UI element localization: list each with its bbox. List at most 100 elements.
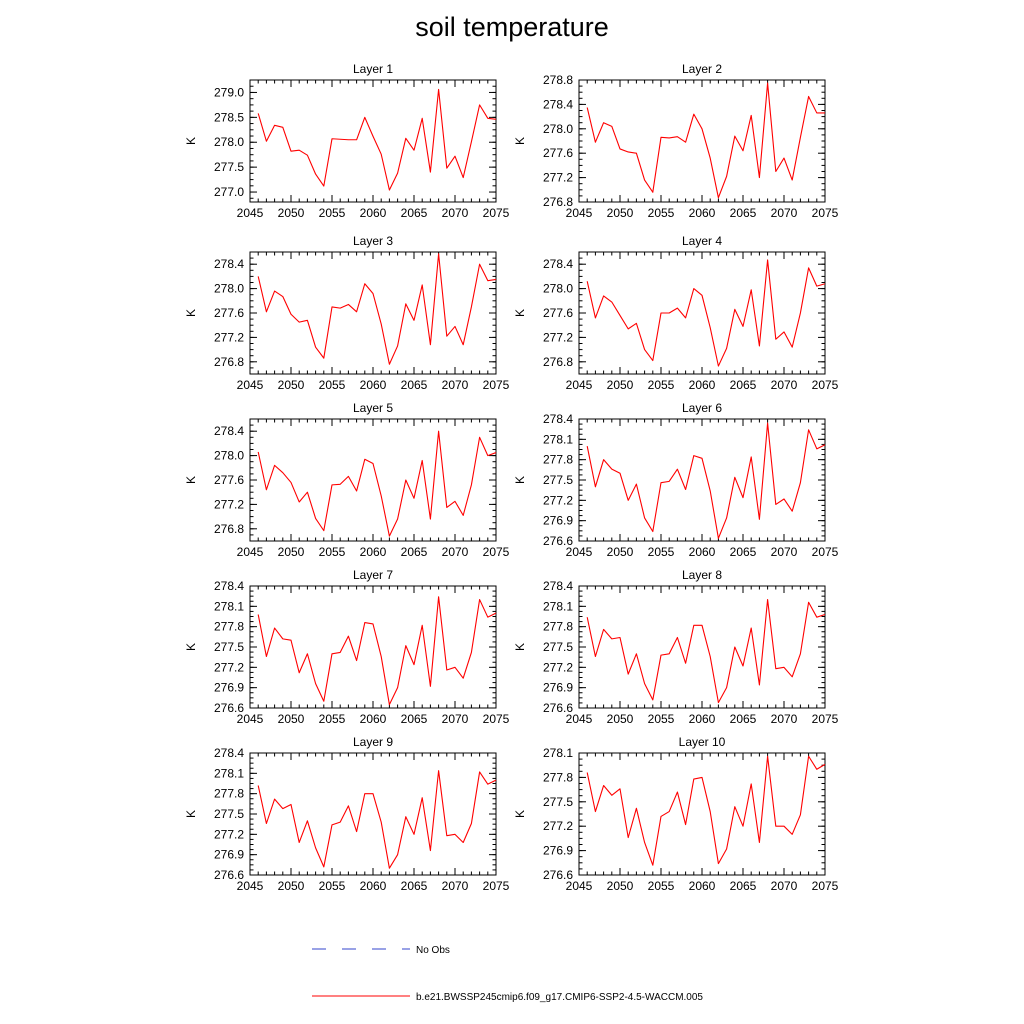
x-tick-label: 2045 — [566, 206, 593, 220]
x-tick-label: 2055 — [648, 712, 675, 726]
y-tick-label: 277.2 — [543, 171, 573, 185]
y-tick-label: 278.4 — [214, 746, 244, 760]
y-tick-label: 278.0 — [543, 122, 573, 136]
y-tick-label: 277.2 — [543, 493, 573, 507]
y-tick-label: 276.9 — [543, 844, 573, 858]
x-tick-label: 2065 — [730, 378, 757, 392]
x-tick-label: 2050 — [607, 545, 634, 559]
x-tick-label: 2055 — [648, 879, 675, 893]
y-tick-label: 278.8 — [543, 73, 573, 87]
panel-title: Layer 1 — [353, 62, 393, 76]
x-tick-label: 2045 — [566, 378, 593, 392]
x-tick-label: 2060 — [360, 545, 387, 559]
y-tick-label: 277.8 — [214, 620, 244, 634]
x-tick-label: 2070 — [442, 879, 469, 893]
x-tick-label: 2075 — [812, 206, 839, 220]
x-tick-label: 2065 — [401, 879, 428, 893]
x-tick-label: 2065 — [401, 206, 428, 220]
x-tick-label: 2060 — [360, 378, 387, 392]
y-axis-label: K — [184, 476, 198, 484]
y-tick-label: 278.0 — [214, 135, 244, 149]
x-tick-label: 2070 — [771, 206, 798, 220]
y-axis-label: K — [184, 643, 198, 651]
y-tick-label: 276.6 — [543, 534, 573, 548]
x-tick-label: 2070 — [771, 545, 798, 559]
x-tick-label: 2050 — [278, 545, 305, 559]
x-tick-label: 2065 — [730, 206, 757, 220]
x-tick-label: 2070 — [442, 712, 469, 726]
x-tick-label: 2065 — [730, 545, 757, 559]
x-tick-label: 2050 — [278, 206, 305, 220]
y-tick-label: 277.5 — [214, 640, 244, 654]
y-tick-label: 277.6 — [214, 473, 244, 487]
x-tick-label: 2070 — [442, 206, 469, 220]
x-tick-label: 2075 — [483, 545, 510, 559]
y-tick-label: 278.4 — [214, 424, 244, 438]
x-tick-label: 2055 — [648, 545, 675, 559]
y-tick-label: 277.6 — [543, 306, 573, 320]
y-tick-label: 276.6 — [214, 701, 244, 715]
x-tick-label: 2075 — [483, 879, 510, 893]
y-tick-label: 276.6 — [214, 868, 244, 882]
y-tick-label: 276.9 — [214, 848, 244, 862]
y-tick-label: 278.4 — [543, 97, 573, 111]
y-tick-label: 277.0 — [214, 185, 244, 199]
x-tick-label: 2045 — [566, 879, 593, 893]
x-tick-label: 2045 — [237, 879, 264, 893]
x-tick-label: 2055 — [648, 378, 675, 392]
panel-title: Layer 9 — [353, 735, 393, 749]
x-tick-label: 2060 — [689, 206, 716, 220]
x-tick-label: 2050 — [278, 378, 305, 392]
y-tick-label: 279.0 — [214, 85, 244, 99]
x-tick-label: 2065 — [730, 879, 757, 893]
x-tick-label: 2055 — [319, 712, 346, 726]
y-tick-label: 278.1 — [543, 746, 573, 760]
y-tick-label: 277.8 — [543, 620, 573, 634]
chart-panel: Layer 5 2045 2050 2055 2060 2065 2070 2075 276.8… — [184, 401, 510, 559]
x-tick-label: 2070 — [442, 545, 469, 559]
x-tick-label: 2050 — [607, 712, 634, 726]
y-tick-label: 278.0 — [543, 282, 573, 296]
y-tick-label: 277.2 — [214, 330, 244, 344]
series-line — [586, 755, 826, 866]
y-axis-label: K — [513, 476, 527, 484]
x-tick-label: 2060 — [360, 879, 387, 893]
y-tick-label: 277.6 — [214, 306, 244, 320]
y-axis-label: K — [184, 309, 198, 317]
y-tick-label: 277.2 — [543, 660, 573, 674]
x-tick-label: 2070 — [771, 712, 798, 726]
y-axis-label: K — [513, 643, 527, 651]
chart-panel: Layer 2 2045 2050 2055 2060 2065 2070 2075 276.8… — [513, 62, 839, 220]
x-tick-label: 2045 — [566, 545, 593, 559]
y-tick-label: 277.5 — [543, 640, 573, 654]
y-tick-label: 278.4 — [214, 579, 244, 593]
y-tick-label: 276.9 — [543, 514, 573, 528]
chart-panel: Layer 10 2045 2050 2055 2060 2065 2070 2075 276.… — [513, 735, 839, 893]
plot-frame — [578, 752, 826, 876]
y-tick-label: 277.8 — [543, 453, 573, 467]
chart-panel: Layer 4 2045 2050 2055 2060 2065 2070 2075 276.8… — [513, 234, 839, 392]
panel-title: Layer 7 — [353, 568, 393, 582]
plot-frame — [578, 418, 826, 542]
legend-model-label: b.e21.BWSSP245cmip6.f09_g17.CMIP6-SSP2-4… — [416, 992, 703, 1003]
legend: No Obs b.e21.BWSSP245cmip6.f09_g17.CMIP6-… — [312, 945, 703, 1003]
x-tick-label: 2050 — [607, 879, 634, 893]
series-line — [586, 422, 826, 539]
chart-title: soil temperature — [415, 12, 609, 42]
series-line — [257, 596, 497, 706]
panel-title: Layer 2 — [682, 62, 722, 76]
series-line — [257, 770, 497, 869]
y-axis-label: K — [513, 810, 527, 818]
x-tick-label: 2045 — [237, 206, 264, 220]
y-axis-label: K — [184, 137, 198, 145]
y-tick-label: 278.1 — [543, 599, 573, 613]
y-tick-label: 276.6 — [543, 701, 573, 715]
y-tick-label: 277.2 — [214, 827, 244, 841]
chart-panel: Layer 3 2045 2050 2055 2060 2065 2070 2075 276.8… — [184, 234, 510, 392]
x-tick-label: 2075 — [483, 712, 510, 726]
x-tick-label: 2050 — [278, 879, 305, 893]
y-tick-label: 277.2 — [214, 660, 244, 674]
panel-title: Layer 10 — [679, 735, 726, 749]
plot-frame — [578, 585, 826, 709]
y-tick-label: 278.1 — [543, 432, 573, 446]
